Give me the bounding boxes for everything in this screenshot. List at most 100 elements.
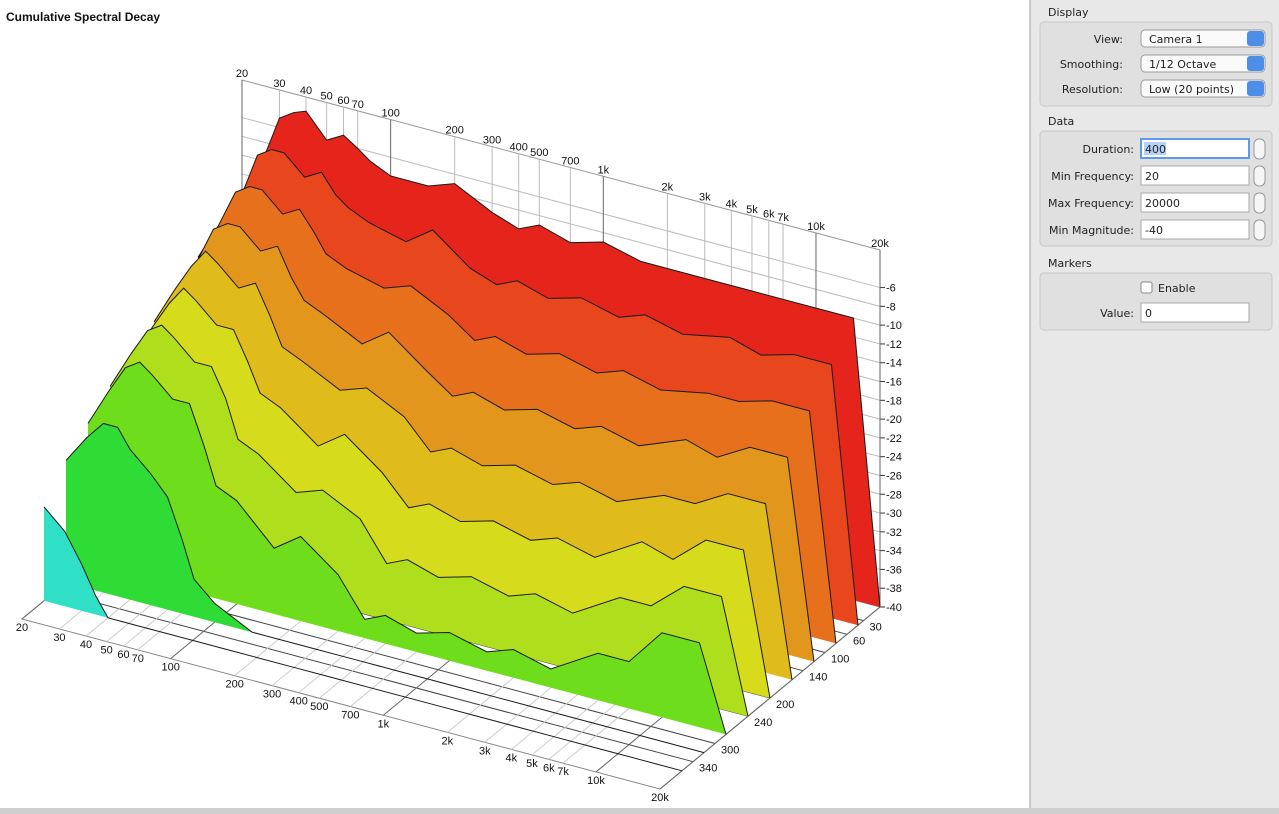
magnitude-tick-label: -34 [886,546,902,558]
stepper[interactable] [1253,219,1266,241]
frequency-tick-label: 20 [16,622,28,634]
frequency-tick-label: 6k [763,208,775,220]
slice-line [65,422,705,754]
frequency-tick-label: 30 [53,632,65,644]
checkbox-label: Enable [1158,282,1196,295]
slice-line [109,324,749,717]
time-tick-label: 240 [754,717,772,729]
time-tick-label: 30 [870,622,882,634]
magnitude-tick-label: -28 [886,489,902,501]
magnitude-tick-label: -6 [886,283,896,295]
slice-fill [66,423,704,753]
frequency-tick-label: 1k [378,718,390,730]
stepper[interactable] [1253,165,1266,187]
field-value: 0 [1145,307,1152,320]
slice-line [219,149,859,626]
magnitude-tick-label: -8 [886,301,896,313]
time-tick-label: 340 [699,763,717,775]
field-label: Resolution: [1062,83,1123,96]
frequency-tick-label: 500 [530,147,548,159]
slice-fill [132,288,770,698]
magnitude-tick-label: -10 [886,320,902,332]
frequency-tick-label: 5k [526,758,538,770]
time-tick-label: 300 [721,745,739,757]
frequency-tick-label: 700 [561,155,579,167]
popup-button[interactable] [1140,29,1266,48]
frequency-tick-label: 100 [381,108,399,120]
slice-line [43,506,683,772]
slice-line [175,223,815,662]
frequency-tick-label: 300 [483,135,501,147]
popup-arrows [1247,31,1264,46]
frequency-tick-label: 700 [341,709,359,721]
frequency-tick-label: 400 [510,142,528,154]
field-label: Smoothing: [1060,58,1123,71]
slice-fill [110,325,748,717]
waterfall-plot: -6 -8 -10 -12 -14 -16 -18 -20 -22 -24 -26 -28 -30 -32… [16,68,902,804]
magnitude-tick-label: -16 [886,377,902,389]
text-field[interactable] [1140,165,1250,186]
field-row: Duration: 400 [1083,138,1266,160]
frequency-tick-label: 10k [807,221,825,233]
frequency-tick-label: 200 [225,679,243,691]
popup-value: Low (20 points) [1149,83,1234,96]
frequency-tick-label: 50 [101,645,113,657]
field-row: Min Magnitude: -40 [1049,219,1266,241]
magnitude-tick-label: -14 [886,358,902,370]
field-value: 400 [1145,143,1166,156]
magnitude-tick-label: -38 [886,583,902,595]
frequency-tick-label: 6k [543,762,555,774]
popup-arrows [1247,56,1264,71]
stepper[interactable] [1253,138,1266,160]
slice-fill [88,362,726,735]
frequency-tick-label: 2k [442,735,454,747]
popup-value: Camera 1 [1149,33,1203,46]
time-tick-label: 100 [831,654,849,666]
popup-button[interactable] [1140,54,1266,73]
window-title: Cumulative Spectral Decay [6,10,160,24]
time-tick-label: 200 [776,699,794,711]
text-field[interactable] [1140,302,1250,323]
field-label: Value: [1100,307,1134,320]
frequency-tick-label: 1k [598,164,610,176]
popup-row: Resolution: Low (20 points) [1062,79,1266,98]
field-label: Duration: [1083,143,1134,156]
magnitude-tick-label: -26 [886,470,902,482]
time-tick-label: 140 [809,672,827,684]
magnitude-tick-label: -12 [886,339,902,351]
slice-line [197,186,837,644]
field-label: View: [1094,33,1123,46]
frequency-tick-label: 5k [746,204,758,216]
field-row: Min Frequency: 20 [1051,165,1266,187]
field-label: Max Frequency: [1048,197,1134,210]
slice-line [241,110,881,608]
stepper[interactable] [1253,192,1266,214]
frequency-tick-label: 4k [506,752,518,764]
text-field[interactable] [1140,192,1250,213]
section-title: Data [1048,115,1074,128]
magnitude-tick-label: -32 [886,527,902,539]
frequency-tick-label: 20 [236,68,248,80]
frequency-tick-label: 20k [651,792,669,804]
text-field[interactable] [1140,138,1250,159]
field-label: Min Frequency: [1051,170,1134,183]
status-bar [0,808,1279,814]
frequency-tick-label: 70 [352,99,364,111]
magnitude-tick-label: -40 [886,602,902,614]
frequency-tick-label: 70 [132,653,144,665]
frequency-tick-label: 3k [479,745,491,757]
popup-button[interactable] [1140,79,1266,98]
text-field[interactable] [1140,219,1250,240]
slice-line [131,287,771,699]
checkbox[interactable] [1140,281,1153,294]
frequency-tick-label: 60 [117,649,129,661]
magnitude-tick-label: -22 [886,433,902,445]
field-value: 20 [1145,170,1159,183]
slice-line [153,250,793,680]
popup-value: 1/12 Octave [1149,58,1216,71]
frequency-tick-label: 30 [273,78,285,90]
popup-arrows [1247,81,1264,96]
frequency-tick-label: 10k [587,775,605,787]
